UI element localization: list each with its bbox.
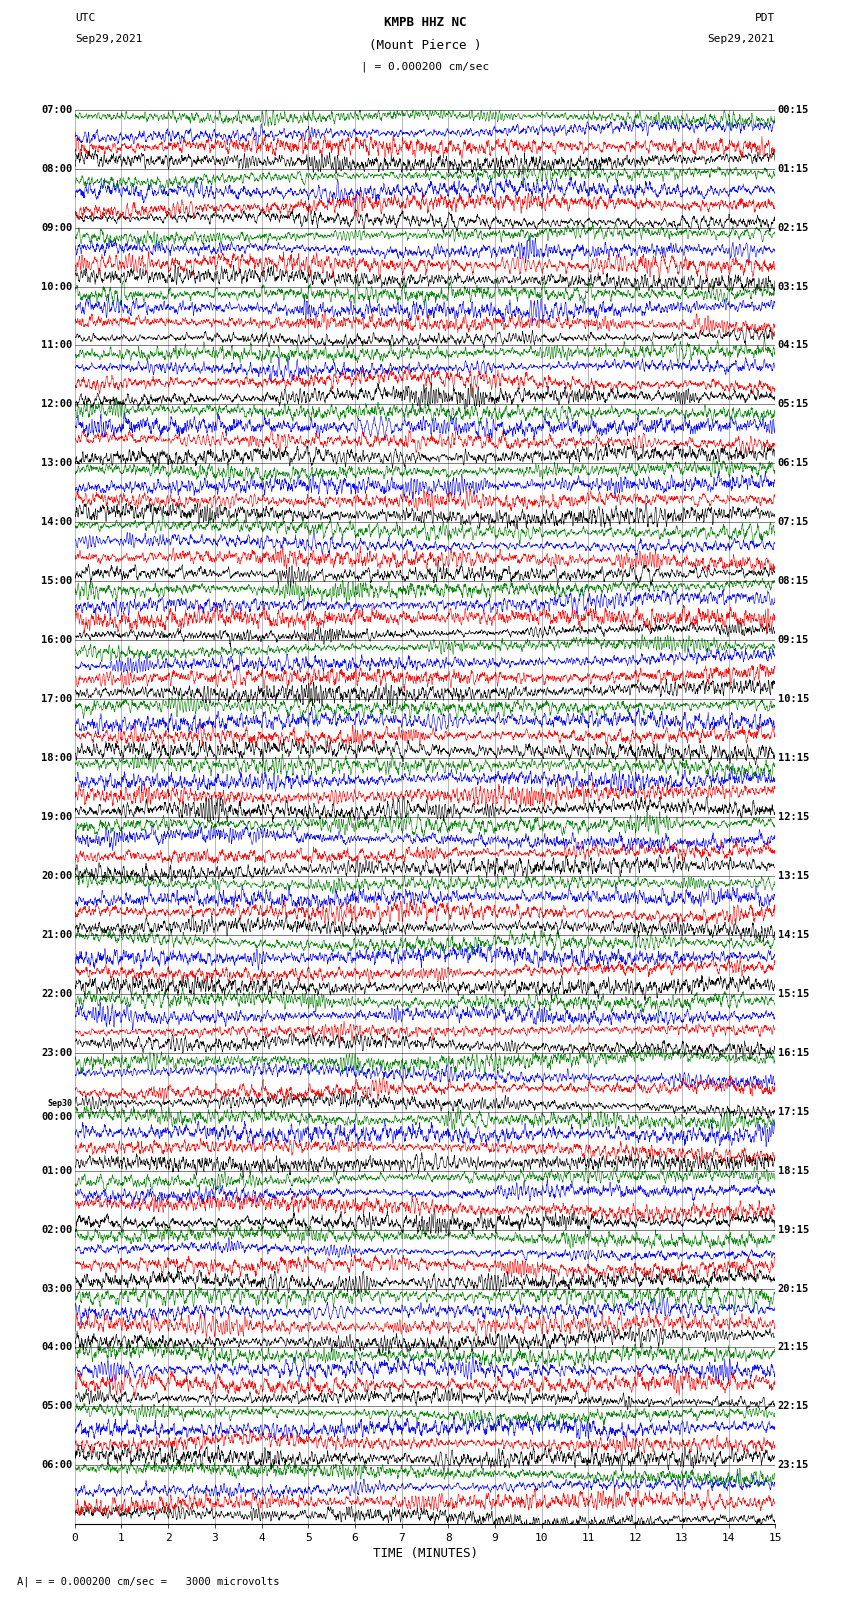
Text: 14:15: 14:15 xyxy=(778,929,809,940)
Text: 08:15: 08:15 xyxy=(778,576,809,586)
Text: 02:00: 02:00 xyxy=(41,1224,72,1234)
Text: 01:00: 01:00 xyxy=(41,1166,72,1176)
Text: 22:15: 22:15 xyxy=(778,1402,809,1411)
Text: 02:15: 02:15 xyxy=(778,223,809,232)
Text: 08:00: 08:00 xyxy=(41,163,72,174)
Text: 03:00: 03:00 xyxy=(41,1284,72,1294)
Text: 13:00: 13:00 xyxy=(41,458,72,468)
Text: 14:00: 14:00 xyxy=(41,518,72,527)
Text: Sep30: Sep30 xyxy=(48,1100,72,1108)
Text: 16:00: 16:00 xyxy=(41,636,72,645)
Text: 12:00: 12:00 xyxy=(41,400,72,410)
Text: 07:15: 07:15 xyxy=(778,518,809,527)
Text: 10:15: 10:15 xyxy=(778,694,809,705)
Text: | = 0.000200 cm/sec: | = 0.000200 cm/sec xyxy=(361,61,489,73)
Text: 21:15: 21:15 xyxy=(778,1342,809,1352)
Text: 06:00: 06:00 xyxy=(41,1460,72,1471)
Text: 17:15: 17:15 xyxy=(778,1107,809,1116)
Text: 09:00: 09:00 xyxy=(41,223,72,232)
Text: 23:15: 23:15 xyxy=(778,1460,809,1471)
Text: UTC: UTC xyxy=(75,13,95,23)
Text: KMPB HHZ NC: KMPB HHZ NC xyxy=(383,16,467,29)
Text: 04:15: 04:15 xyxy=(778,340,809,350)
Text: 11:00: 11:00 xyxy=(41,340,72,350)
Text: 23:00: 23:00 xyxy=(41,1048,72,1058)
Text: 21:00: 21:00 xyxy=(41,929,72,940)
Text: 20:15: 20:15 xyxy=(778,1284,809,1294)
Text: 00:15: 00:15 xyxy=(778,105,809,115)
Text: 15:00: 15:00 xyxy=(41,576,72,586)
Text: 00:00: 00:00 xyxy=(41,1111,72,1121)
Text: 18:00: 18:00 xyxy=(41,753,72,763)
Text: 22:00: 22:00 xyxy=(41,989,72,998)
Text: 19:15: 19:15 xyxy=(778,1224,809,1234)
Text: PDT: PDT xyxy=(755,13,775,23)
Text: 05:00: 05:00 xyxy=(41,1402,72,1411)
Text: 07:00: 07:00 xyxy=(41,105,72,115)
Text: 09:15: 09:15 xyxy=(778,636,809,645)
Text: 15:15: 15:15 xyxy=(778,989,809,998)
Text: 06:15: 06:15 xyxy=(778,458,809,468)
Text: Sep29,2021: Sep29,2021 xyxy=(75,34,142,44)
Text: 03:15: 03:15 xyxy=(778,282,809,292)
Text: 16:15: 16:15 xyxy=(778,1048,809,1058)
Text: 18:15: 18:15 xyxy=(778,1166,809,1176)
Text: 13:15: 13:15 xyxy=(778,871,809,881)
Text: Sep29,2021: Sep29,2021 xyxy=(708,34,775,44)
Text: 19:00: 19:00 xyxy=(41,811,72,823)
Text: 11:15: 11:15 xyxy=(778,753,809,763)
Text: A| = = 0.000200 cm/sec =   3000 microvolts: A| = = 0.000200 cm/sec = 3000 microvolts xyxy=(17,1576,280,1587)
Text: (Mount Pierce ): (Mount Pierce ) xyxy=(369,39,481,52)
Text: 04:00: 04:00 xyxy=(41,1342,72,1352)
X-axis label: TIME (MINUTES): TIME (MINUTES) xyxy=(372,1547,478,1560)
Text: 17:00: 17:00 xyxy=(41,694,72,705)
Text: 12:15: 12:15 xyxy=(778,811,809,823)
Text: 20:00: 20:00 xyxy=(41,871,72,881)
Text: 01:15: 01:15 xyxy=(778,163,809,174)
Text: 05:15: 05:15 xyxy=(778,400,809,410)
Text: 10:00: 10:00 xyxy=(41,282,72,292)
